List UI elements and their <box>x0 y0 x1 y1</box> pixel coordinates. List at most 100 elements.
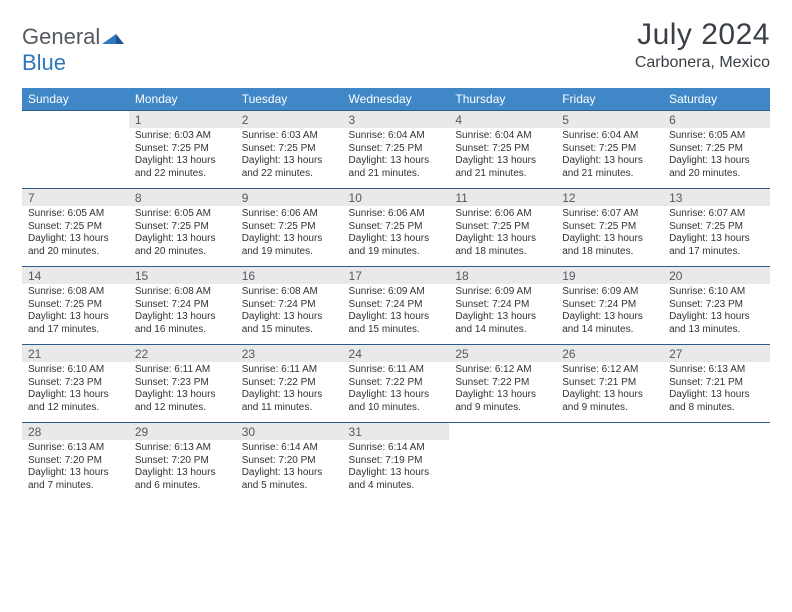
calendar-row: 1Sunrise: 6:03 AMSunset: 7:25 PMDaylight… <box>22 110 770 188</box>
sunrise-line: Sunrise: 6:05 AM <box>28 208 123 221</box>
logo: General Blue <box>22 24 124 76</box>
sunrise-line: Sunrise: 6:06 AM <box>349 208 444 221</box>
calendar-cell: 11Sunrise: 6:06 AMSunset: 7:25 PMDayligh… <box>449 188 556 266</box>
sunset-line: Sunset: 7:24 PM <box>562 299 657 312</box>
day-number: 30 <box>236 422 343 440</box>
day-content: Sunrise: 6:05 AMSunset: 7:25 PMDaylight:… <box>22 206 129 262</box>
day-number: 2 <box>236 110 343 128</box>
daylight-line: Daylight: 13 hours and 19 minutes. <box>349 233 444 258</box>
sunrise-line: Sunrise: 6:11 AM <box>349 364 444 377</box>
day-content: Sunrise: 6:08 AMSunset: 7:24 PMDaylight:… <box>129 284 236 340</box>
calendar-cell: 30Sunrise: 6:14 AMSunset: 7:20 PMDayligh… <box>236 422 343 500</box>
calendar-table: SundayMondayTuesdayWednesdayThursdayFrid… <box>22 88 770 500</box>
day-content: Sunrise: 6:13 AMSunset: 7:20 PMDaylight:… <box>22 440 129 496</box>
sunrise-line: Sunrise: 6:09 AM <box>455 286 550 299</box>
sunrise-line: Sunrise: 6:05 AM <box>669 130 764 143</box>
day-content: Sunrise: 6:07 AMSunset: 7:25 PMDaylight:… <box>663 206 770 262</box>
day-content: Sunrise: 6:09 AMSunset: 7:24 PMDaylight:… <box>343 284 450 340</box>
day-number: 22 <box>129 344 236 362</box>
sunrise-line: Sunrise: 6:07 AM <box>562 208 657 221</box>
calendar-cell <box>556 422 663 500</box>
calendar-cell: 17Sunrise: 6:09 AMSunset: 7:24 PMDayligh… <box>343 266 450 344</box>
daylight-line: Daylight: 13 hours and 14 minutes. <box>562 311 657 336</box>
weekday-header: Monday <box>129 88 236 110</box>
day-number: 19 <box>556 266 663 284</box>
day-content: Sunrise: 6:12 AMSunset: 7:21 PMDaylight:… <box>556 362 663 418</box>
calendar-cell <box>449 422 556 500</box>
day-number: 17 <box>343 266 450 284</box>
day-content: Sunrise: 6:06 AMSunset: 7:25 PMDaylight:… <box>449 206 556 262</box>
calendar-cell: 18Sunrise: 6:09 AMSunset: 7:24 PMDayligh… <box>449 266 556 344</box>
calendar-cell: 2Sunrise: 6:03 AMSunset: 7:25 PMDaylight… <box>236 110 343 188</box>
sunrise-line: Sunrise: 6:08 AM <box>135 286 230 299</box>
day-number: 31 <box>343 422 450 440</box>
day-content: Sunrise: 6:04 AMSunset: 7:25 PMDaylight:… <box>343 128 450 184</box>
sunrise-line: Sunrise: 6:04 AM <box>562 130 657 143</box>
day-number: 28 <box>22 422 129 440</box>
calendar-cell: 16Sunrise: 6:08 AMSunset: 7:24 PMDayligh… <box>236 266 343 344</box>
day-number: 5 <box>556 110 663 128</box>
calendar-cell: 23Sunrise: 6:11 AMSunset: 7:22 PMDayligh… <box>236 344 343 422</box>
header: General Blue July 2024 Carbonera, Mexico <box>22 18 770 76</box>
daylight-line: Daylight: 13 hours and 20 minutes. <box>135 233 230 258</box>
daylight-line: Daylight: 13 hours and 12 minutes. <box>135 389 230 414</box>
sunset-line: Sunset: 7:23 PM <box>669 299 764 312</box>
sunset-line: Sunset: 7:20 PM <box>242 455 337 468</box>
logo-text: General Blue <box>22 24 124 76</box>
sunset-line: Sunset: 7:25 PM <box>562 143 657 156</box>
sunrise-line: Sunrise: 6:13 AM <box>28 442 123 455</box>
day-number: 13 <box>663 188 770 206</box>
sunset-line: Sunset: 7:25 PM <box>28 299 123 312</box>
daylight-line: Daylight: 13 hours and 21 minutes. <box>349 155 444 180</box>
day-content: Sunrise: 6:04 AMSunset: 7:25 PMDaylight:… <box>449 128 556 184</box>
day-content: Sunrise: 6:07 AMSunset: 7:25 PMDaylight:… <box>556 206 663 262</box>
sunrise-line: Sunrise: 6:12 AM <box>455 364 550 377</box>
sunset-line: Sunset: 7:20 PM <box>135 455 230 468</box>
day-number: 23 <box>236 344 343 362</box>
sunset-line: Sunset: 7:24 PM <box>135 299 230 312</box>
sunrise-line: Sunrise: 6:13 AM <box>135 442 230 455</box>
day-number: 26 <box>556 344 663 362</box>
calendar-cell: 21Sunrise: 6:10 AMSunset: 7:23 PMDayligh… <box>22 344 129 422</box>
day-number: 18 <box>449 266 556 284</box>
day-content: Sunrise: 6:08 AMSunset: 7:24 PMDaylight:… <box>236 284 343 340</box>
sunset-line: Sunset: 7:25 PM <box>562 221 657 234</box>
weekday-header: Sunday <box>22 88 129 110</box>
day-number: 24 <box>343 344 450 362</box>
calendar-cell: 9Sunrise: 6:06 AMSunset: 7:25 PMDaylight… <box>236 188 343 266</box>
sunrise-line: Sunrise: 6:08 AM <box>28 286 123 299</box>
day-number: 27 <box>663 344 770 362</box>
day-content: Sunrise: 6:03 AMSunset: 7:25 PMDaylight:… <box>236 128 343 184</box>
sunset-line: Sunset: 7:25 PM <box>349 221 444 234</box>
sunset-line: Sunset: 7:25 PM <box>669 221 764 234</box>
logo-word-2: Blue <box>22 50 66 75</box>
day-number <box>449 422 556 440</box>
sunrise-line: Sunrise: 6:14 AM <box>349 442 444 455</box>
logo-word-1: General <box>22 24 100 49</box>
calendar-cell <box>22 110 129 188</box>
calendar-row: 7Sunrise: 6:05 AMSunset: 7:25 PMDaylight… <box>22 188 770 266</box>
daylight-line: Daylight: 13 hours and 16 minutes. <box>135 311 230 336</box>
day-number: 16 <box>236 266 343 284</box>
sunrise-line: Sunrise: 6:10 AM <box>28 364 123 377</box>
calendar-cell: 12Sunrise: 6:07 AMSunset: 7:25 PMDayligh… <box>556 188 663 266</box>
daylight-line: Daylight: 13 hours and 17 minutes. <box>28 311 123 336</box>
daylight-line: Daylight: 13 hours and 6 minutes. <box>135 467 230 492</box>
sunset-line: Sunset: 7:25 PM <box>242 221 337 234</box>
calendar-cell: 7Sunrise: 6:05 AMSunset: 7:25 PMDaylight… <box>22 188 129 266</box>
sunrise-line: Sunrise: 6:05 AM <box>135 208 230 221</box>
calendar-cell: 13Sunrise: 6:07 AMSunset: 7:25 PMDayligh… <box>663 188 770 266</box>
calendar-cell: 10Sunrise: 6:06 AMSunset: 7:25 PMDayligh… <box>343 188 450 266</box>
day-number: 14 <box>22 266 129 284</box>
day-content: Sunrise: 6:03 AMSunset: 7:25 PMDaylight:… <box>129 128 236 184</box>
daylight-line: Daylight: 13 hours and 22 minutes. <box>242 155 337 180</box>
sunrise-line: Sunrise: 6:04 AM <box>349 130 444 143</box>
daylight-line: Daylight: 13 hours and 20 minutes. <box>28 233 123 258</box>
sunset-line: Sunset: 7:22 PM <box>455 377 550 390</box>
daylight-line: Daylight: 13 hours and 13 minutes. <box>669 311 764 336</box>
day-number: 15 <box>129 266 236 284</box>
page-subtitle: Carbonera, Mexico <box>635 54 770 72</box>
daylight-line: Daylight: 13 hours and 8 minutes. <box>669 389 764 414</box>
day-content: Sunrise: 6:13 AMSunset: 7:21 PMDaylight:… <box>663 362 770 418</box>
day-number: 4 <box>449 110 556 128</box>
